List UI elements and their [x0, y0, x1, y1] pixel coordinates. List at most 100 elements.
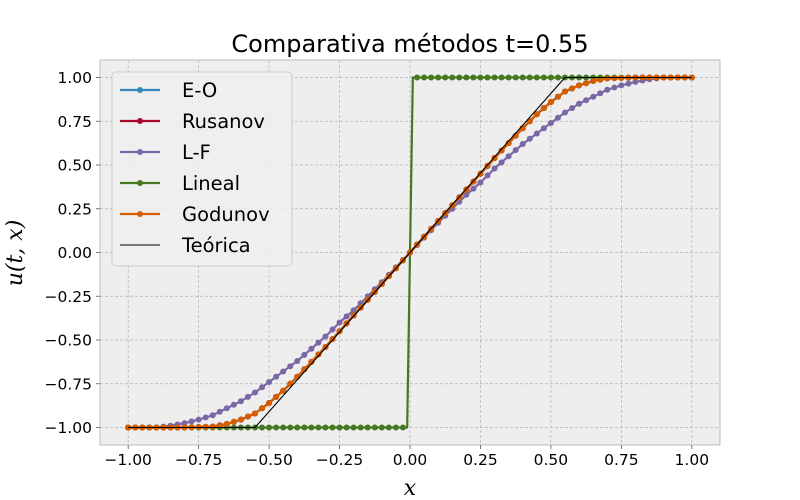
- data-point-lineal: [456, 74, 463, 81]
- data-point-godunov: [562, 88, 568, 95]
- data-point-lineal: [329, 424, 336, 431]
- data-point-godunov: [547, 99, 554, 105]
- data-point-godunov: [237, 416, 244, 423]
- data-point-l-f: [322, 333, 329, 340]
- legend-item-e-o: E-O: [120, 79, 217, 102]
- data-point-lineal: [470, 74, 477, 81]
- data-point-godunov: [576, 82, 583, 89]
- data-point-l-f: [576, 100, 583, 107]
- data-point-l-f: [209, 412, 216, 419]
- data-point-godunov: [223, 421, 230, 427]
- data-point-godunov: [273, 393, 280, 400]
- chart-title: Comparativa métodos t=0.55: [231, 30, 588, 58]
- data-point-l-f: [244, 393, 251, 400]
- data-point-l-f: [491, 165, 498, 172]
- y-tick-label: 1.00: [57, 69, 92, 87]
- data-point-godunov: [604, 75, 611, 82]
- y-tick-label: −0.75: [45, 375, 93, 393]
- data-point-lineal: [519, 74, 526, 81]
- y-tick-label: 0.75: [57, 113, 92, 131]
- y-tick-label: 0.50: [57, 157, 92, 175]
- data-point-godunov: [611, 75, 618, 82]
- data-point-godunov: [505, 140, 512, 147]
- y-tick-label: −1.00: [45, 419, 93, 437]
- data-point-godunov: [244, 413, 251, 420]
- data-point-godunov: [315, 351, 322, 358]
- data-point-lineal: [392, 424, 399, 431]
- data-point-godunov: [583, 80, 590, 87]
- legend-label: Godunov: [182, 203, 270, 226]
- data-point-lineal: [435, 74, 442, 81]
- data-point-l-f: [632, 78, 639, 85]
- data-point-l-f: [533, 130, 540, 137]
- legend-marker: [137, 87, 143, 93]
- data-point-l-f: [308, 345, 315, 352]
- data-point-l-f: [216, 408, 223, 415]
- data-point-lineal: [287, 424, 294, 431]
- data-point-l-f: [230, 401, 237, 408]
- data-point-godunov: [533, 111, 540, 118]
- data-point-lineal: [414, 74, 421, 81]
- series-line-teorica: [128, 76, 692, 429]
- data-point-l-f: [463, 191, 470, 198]
- data-point-godunov: [540, 105, 547, 112]
- legend-label: L-F: [182, 141, 211, 164]
- data-point-l-f: [512, 147, 519, 154]
- data-point-lineal: [294, 424, 301, 431]
- data-point-godunov: [498, 147, 505, 154]
- data-point-lineal: [533, 74, 540, 81]
- x-tick-label: −0.75: [175, 451, 223, 469]
- data-point-godunov: [252, 410, 258, 417]
- data-point-l-f: [597, 90, 604, 97]
- data-point-l-f: [280, 368, 287, 375]
- legend-marker: [137, 118, 143, 124]
- data-point-godunov: [202, 423, 209, 430]
- y-tick-label: −0.25: [45, 288, 93, 306]
- data-point-lineal: [385, 424, 392, 431]
- data-point-godunov: [308, 358, 315, 365]
- data-point-lineal: [364, 424, 371, 431]
- x-tick-label: −0.50: [245, 451, 293, 469]
- data-point-l-f: [252, 389, 258, 396]
- data-point-l-f: [477, 179, 484, 186]
- tick-labels: −1.00 −0.75 −0.50 −0.25 0.00 0.25 0.50 0.75 1.00…: [45, 69, 710, 469]
- x-tick-label: 0.75: [604, 451, 639, 469]
- data-point-l-f: [202, 414, 209, 421]
- data-point-l-f: [583, 97, 590, 104]
- data-point-l-f: [294, 358, 301, 364]
- data-point-lineal: [315, 424, 322, 431]
- data-point-l-f: [259, 384, 266, 391]
- data-point-lineal: [371, 424, 378, 431]
- data-point-lineal: [463, 74, 470, 81]
- data-point-l-f: [618, 82, 625, 89]
- legend-marker: [137, 211, 143, 217]
- legend-label: Lineal: [182, 172, 240, 195]
- data-point-l-f: [301, 351, 308, 358]
- x-tick-label: 1.00: [675, 451, 710, 469]
- data-point-godunov: [590, 78, 597, 84]
- data-point-l-f: [195, 416, 202, 423]
- y-tick-label: 0.25: [57, 200, 92, 218]
- data-point-lineal: [350, 424, 357, 431]
- data-point-godunov: [569, 85, 576, 92]
- data-point-l-f: [498, 159, 505, 166]
- data-point-lineal: [273, 424, 280, 431]
- data-point-l-f: [336, 319, 343, 326]
- data-point-l-f: [519, 141, 526, 147]
- y-axis-label: u(t, x): [3, 220, 28, 287]
- legend-marker: [137, 180, 143, 186]
- data-point-l-f: [181, 420, 188, 427]
- data-point-lineal: [526, 74, 533, 81]
- data-point-godunov: [266, 400, 273, 406]
- data-point-l-f: [569, 105, 576, 112]
- data-point-godunov: [554, 93, 561, 100]
- data-point-l-f: [625, 80, 632, 87]
- data-point-lineal: [322, 424, 329, 431]
- data-point-l-f: [547, 120, 554, 126]
- legend-item-l-f: L-F: [120, 141, 211, 164]
- x-axis-label: x: [404, 476, 417, 500]
- data-point-l-f: [604, 86, 611, 93]
- data-point-l-f: [188, 418, 195, 425]
- data-point-lineal: [399, 424, 406, 431]
